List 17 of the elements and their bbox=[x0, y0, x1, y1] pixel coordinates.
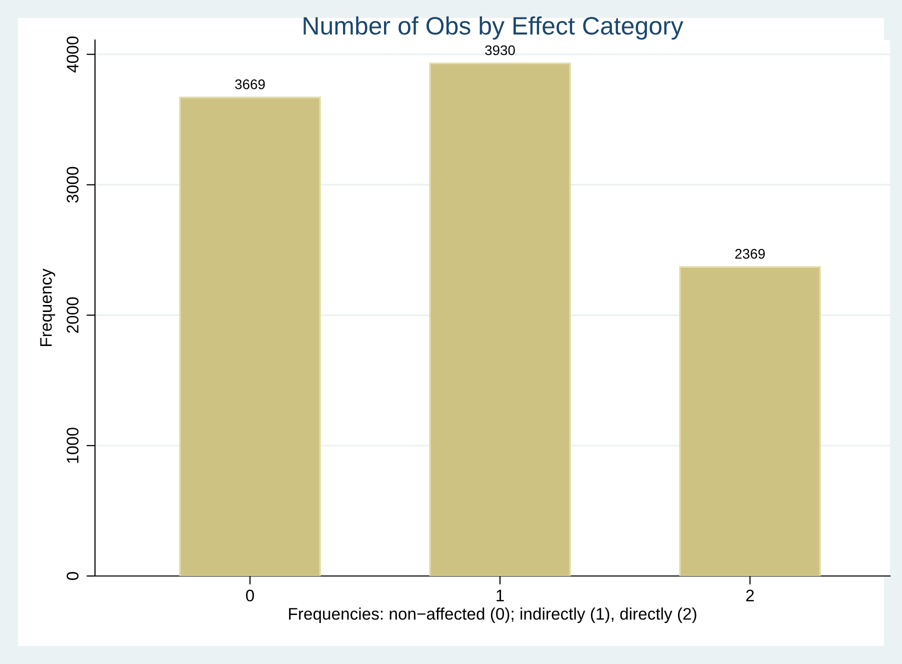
bar bbox=[679, 266, 821, 576]
y-tick-label: 0 bbox=[66, 572, 79, 580]
chart-title: Number of Obs by Effect Category bbox=[304, 16, 684, 40]
data-label: 3930 bbox=[485, 45, 515, 56]
data-label: 2369 bbox=[735, 248, 765, 259]
y-tick-label: 2000 bbox=[66, 297, 79, 333]
y-tick-label: 4000 bbox=[66, 36, 79, 72]
bar bbox=[429, 62, 571, 576]
x-tick-label: 0 bbox=[246, 590, 254, 602]
data-label: 3669 bbox=[235, 79, 265, 90]
x-tick-label: 2 bbox=[746, 590, 754, 602]
x-tick-label: 1 bbox=[496, 590, 504, 602]
y-axis-title: Frequency bbox=[40, 268, 56, 346]
x-axis-title: Frequencies: non−affected (0); indirectly (1), directly (2) bbox=[289, 608, 696, 624]
y-tick-label: 3000 bbox=[66, 166, 79, 203]
bar bbox=[179, 96, 321, 576]
y-tick-label: 1000 bbox=[66, 428, 79, 463]
